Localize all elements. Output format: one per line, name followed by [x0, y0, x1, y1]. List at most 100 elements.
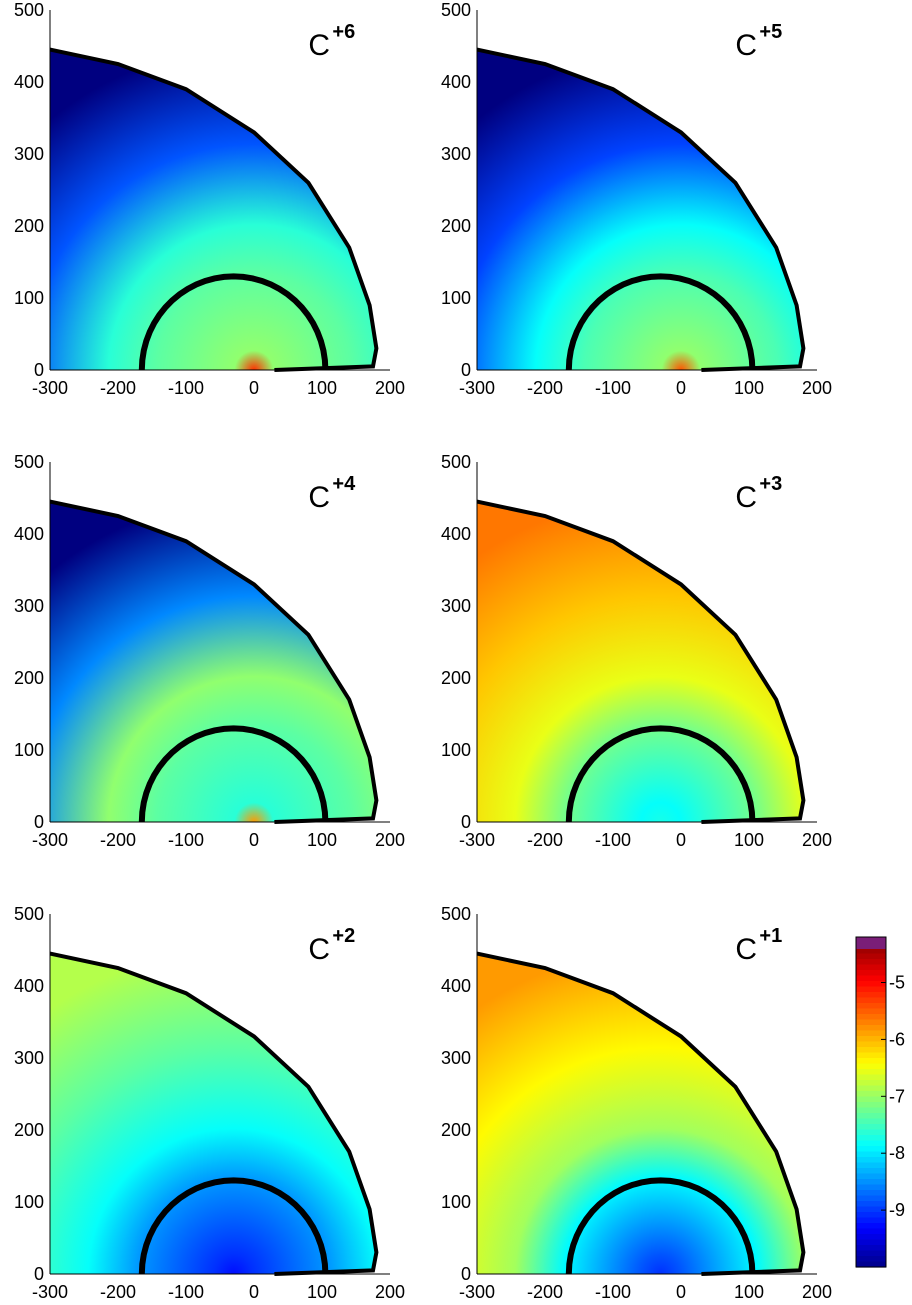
colorbar-tick-label: -8 — [889, 1143, 905, 1163]
y-tick-label: 500 — [441, 904, 471, 924]
x-tick-label: -200 — [100, 1282, 136, 1302]
colorbar-cell — [856, 1019, 886, 1026]
colorbar-cell — [856, 1184, 886, 1191]
y-tick-label: 300 — [14, 144, 44, 164]
ion-charge: +1 — [759, 925, 782, 947]
colorbar-tick-label: -5 — [889, 973, 905, 993]
colorbar-cell — [856, 1190, 886, 1197]
shock-boundary — [49, 47, 379, 372]
colorbar-cell — [856, 1008, 886, 1015]
colorbar-cell — [856, 948, 886, 955]
colorbar-cell — [856, 992, 886, 999]
ion-charge: +4 — [332, 473, 356, 495]
panel-4: -300 -200 -100 0 100 200 0 100 200 300 400 500 C +3 — [441, 452, 832, 850]
x-tick-label: 100 — [307, 1282, 337, 1302]
colorbar-cell — [856, 1162, 886, 1169]
colorbar-cell — [856, 1069, 886, 1076]
x-tick-label: 200 — [802, 1282, 832, 1302]
y-tick-label: 500 — [14, 904, 44, 924]
colorbar-cell — [856, 1140, 886, 1147]
ion-charge: +3 — [759, 473, 782, 495]
colorbar-cell — [856, 1179, 886, 1186]
y-tick-label: 0 — [461, 812, 471, 832]
colorbar-cell — [856, 1047, 886, 1054]
x-tick-label: 200 — [802, 378, 832, 398]
colorbar-cell — [856, 1014, 886, 1021]
x-tick-label: -100 — [595, 378, 631, 398]
x-tick-label: 0 — [676, 1282, 686, 1302]
shock-boundary — [476, 951, 806, 1276]
colorbar-cell — [856, 1157, 886, 1164]
colorbar-cell — [856, 1085, 886, 1092]
ion-label: C — [308, 481, 330, 514]
colorbar-cell — [856, 997, 886, 1004]
y-tick-label: 100 — [14, 740, 44, 760]
x-tick-label: 0 — [249, 830, 259, 850]
colorbar: -5 -6 -7 -8 -9 — [855, 936, 905, 1268]
y-tick-label: 0 — [34, 360, 44, 380]
x-tick-label: 0 — [676, 830, 686, 850]
x-tick-label: -100 — [595, 830, 631, 850]
y-tick-label: 100 — [441, 740, 471, 760]
colorbar-cell — [856, 1003, 886, 1010]
y-tick-label: 200 — [14, 1120, 44, 1140]
x-tick-label: -300 — [459, 830, 495, 850]
y-tick-label: 200 — [14, 668, 44, 688]
colorbar-cell — [856, 1041, 886, 1048]
y-tick-label: 0 — [461, 1264, 471, 1284]
colorbar-cell — [856, 1217, 886, 1224]
x-tick-label: -200 — [527, 378, 563, 398]
x-tick-label: -100 — [168, 1282, 204, 1302]
ion-label: C — [735, 481, 757, 514]
colorbar-cell — [856, 1052, 886, 1059]
y-tick-label: 0 — [461, 360, 471, 380]
colorbar-cell — [856, 1201, 886, 1208]
colorbar-cell — [856, 1223, 886, 1230]
contact-boundary — [138, 1177, 329, 1275]
contact-boundary — [138, 273, 329, 371]
density-map — [50, 49, 377, 370]
panel-6: -300 -200 -100 0 100 200 0 100 200 300 400 500 C +1 — [441, 904, 832, 1302]
x-tick-label: 200 — [802, 830, 832, 850]
colorbar-cell — [856, 1195, 886, 1202]
shock-boundary — [49, 499, 379, 824]
y-tick-label: 100 — [14, 1192, 44, 1212]
y-tick-label: 300 — [441, 596, 471, 616]
y-tick-label: 400 — [441, 976, 471, 996]
colorbar-cell — [856, 1107, 886, 1114]
y-tick-label: 200 — [441, 1120, 471, 1140]
x-tick-label: -200 — [527, 1282, 563, 1302]
colorbar-cell — [856, 1245, 886, 1252]
y-tick-label: 200 — [441, 216, 471, 236]
x-tick-label: 100 — [307, 830, 337, 850]
x-tick-label: 200 — [375, 1282, 405, 1302]
colorbar-cell — [856, 1129, 886, 1136]
colorbar-tick-label: -7 — [889, 1086, 905, 1106]
ion-label: C — [735, 933, 757, 966]
colorbar-tick-label: -9 — [889, 1200, 905, 1220]
contact-boundary — [138, 725, 329, 823]
x-tick-label: 100 — [307, 378, 337, 398]
x-tick-label: 100 — [734, 1282, 764, 1302]
y-tick-label: 400 — [14, 976, 44, 996]
x-tick-label: 200 — [375, 830, 405, 850]
shock-boundary — [476, 47, 806, 372]
colorbar-cell — [856, 1091, 886, 1098]
colorbar-cell — [856, 964, 886, 971]
x-tick-label: -300 — [459, 1282, 495, 1302]
x-tick-label: 100 — [734, 378, 764, 398]
colorbar-cell — [856, 1256, 886, 1263]
colorbar-tick-label: -6 — [889, 1029, 905, 1049]
y-tick-label: 0 — [34, 812, 44, 832]
density-map — [50, 501, 377, 822]
x-tick-label: -100 — [168, 378, 204, 398]
x-tick-label: -100 — [168, 830, 204, 850]
colorbar-cell — [856, 1206, 886, 1213]
density-map — [50, 953, 377, 1274]
colorbar-cell — [856, 1113, 886, 1120]
colorbar-cell — [856, 1173, 886, 1180]
x-tick-label: 100 — [734, 830, 764, 850]
colorbar-cell — [856, 953, 886, 960]
colorbar-cell — [856, 1239, 886, 1246]
x-tick-label: -200 — [100, 830, 136, 850]
